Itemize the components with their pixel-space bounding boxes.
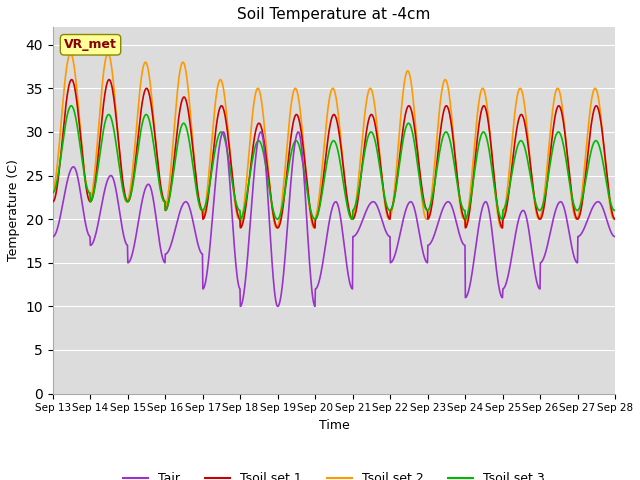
- Title: Soil Temperature at -4cm: Soil Temperature at -4cm: [237, 7, 431, 22]
- X-axis label: Time: Time: [319, 419, 349, 432]
- Text: VR_met: VR_met: [64, 38, 117, 51]
- Legend: Tair, Tsoil set 1, Tsoil set 2, Tsoil set 3: Tair, Tsoil set 1, Tsoil set 2, Tsoil se…: [118, 467, 550, 480]
- Y-axis label: Temperature (C): Temperature (C): [7, 159, 20, 262]
